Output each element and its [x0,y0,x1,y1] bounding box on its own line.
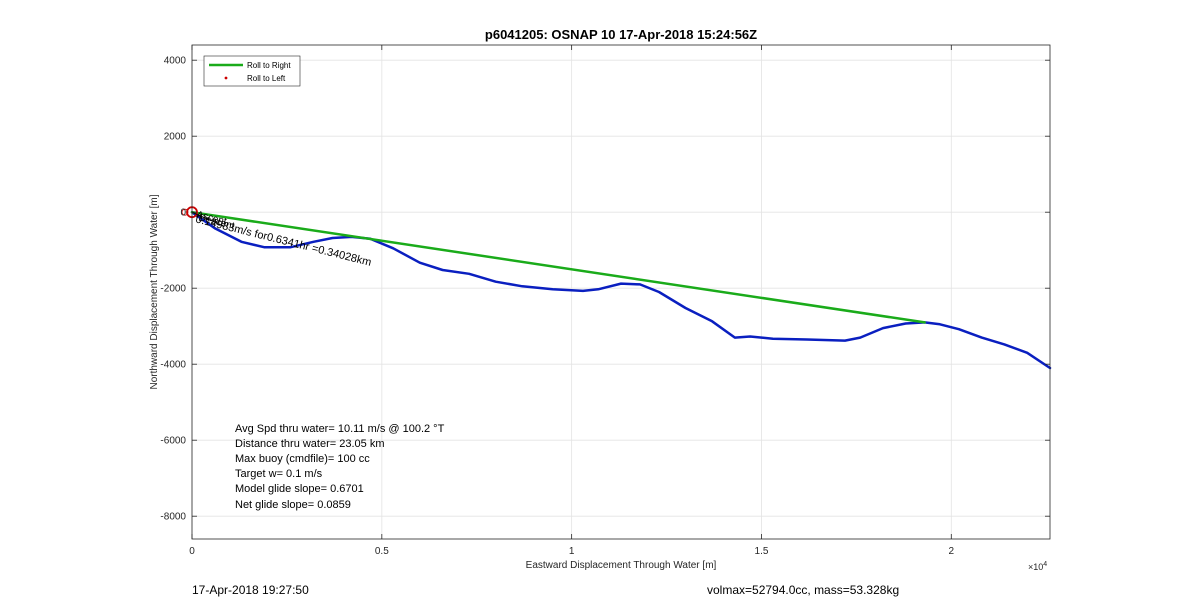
legend-label-roll-right: Roll to Right [247,61,291,70]
start-circle-small-marker [181,208,189,216]
annotation-layer: 0.14983m/s for0.6341hr =0.34028kmAscentD… [191,209,373,269]
series-layer [190,210,1052,370]
footer-timestamp: 17-Apr-2018 19:27:50 [192,583,309,597]
stats-block: Avg Spd thru water= 10.11 m/s @ 100.2 °T… [235,423,445,511]
y-axis-ticks: 4000 2000 0 -2000 -4000 -6000 -8000 [160,56,1050,523]
series-line-roll-to-right [190,210,926,324]
x-axis-exponent: ×104 [1028,561,1047,572]
y-tick-label: 2000 [164,132,187,143]
stat-avg-speed: Avg Spd thru water= 10.11 m/s @ 100.2 °T [235,423,445,435]
x-exponent-power: 4 [1043,561,1047,568]
chart-title: p6041205: OSNAP 10 17-Apr-2018 15:24:56Z [485,27,757,42]
legend-label-roll-left: Roll to Left [247,74,286,83]
legend-box [203,55,301,87]
x-axis-label: Eastward Displacement Through Water [m] [526,560,717,571]
legend-swatch-roll-left [224,76,228,80]
legend: Roll to Right Roll to Left [203,55,301,87]
y-axis-label: Northward Displacement Through Water [m] [149,194,160,389]
annotation-leader-line [191,211,225,227]
x-tick-label: 1 [569,546,575,557]
x-tick-label: 0 [189,546,195,557]
y-tick-label: -8000 [160,512,186,523]
x-tick-label: 1.5 [755,546,769,557]
y-tick-label: -6000 [160,436,186,447]
stat-net-glide: Net glide slope= 0.0859 [235,499,351,511]
x-tick-label: 0.5 [375,546,389,557]
x-tick-label: 2 [949,546,955,557]
plot-frame [191,44,1051,540]
x-exponent-base: ×10 [1028,562,1043,572]
y-tick-label: 0 [180,208,186,219]
stat-max-buoy: Max buoy (cmdfile)= 100 cc [235,453,370,465]
x-axis-ticks: 0 0.5 1 1.5 2 [189,45,955,557]
stat-target-w: Target w= 0.1 m/s [235,468,323,480]
series-line-glider-track [190,210,1052,370]
y-tick-label: -4000 [160,360,186,371]
stat-model-glide: Model glide slope= 0.6701 [235,483,364,495]
grid-lines [191,45,1050,539]
stat-distance: Distance thru water= 23.05 km [235,438,385,450]
y-tick-label: -2000 [160,284,186,295]
footer-volmax-mass: volmax=52794.0cc, mass=53.328kg [707,583,900,597]
y-tick-label: 4000 [164,56,187,67]
